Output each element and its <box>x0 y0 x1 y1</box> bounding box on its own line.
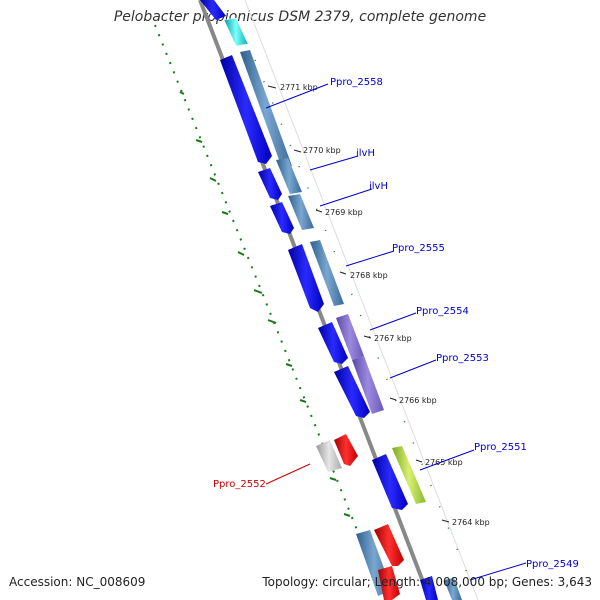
tick-label: 2770 kbp <box>303 146 341 155</box>
feature-steelblue <box>276 158 302 194</box>
tick-label: 2764 kbp <box>452 518 490 527</box>
gene-label-ppro-2552: Ppro_2552 <box>213 479 266 490</box>
label-leaders <box>265 83 527 581</box>
tick-label: 2765 kbp <box>425 458 463 467</box>
tick-ring <box>254 59 471 581</box>
gene-label-ppro-2554: Ppro_2554 <box>416 306 469 317</box>
tick-label: 2771 kbp <box>280 83 318 92</box>
outer-ring-edge <box>244 0 479 600</box>
cds-arrow-blue <box>420 576 438 600</box>
cds-arrow-red <box>378 566 400 600</box>
cds-arrow-blue <box>334 366 370 418</box>
feature-cyan <box>223 17 249 47</box>
cds-arrow-red <box>334 434 358 466</box>
feature-steelblue <box>240 50 292 168</box>
feature-steelblue <box>288 194 314 230</box>
gene-label-ppro-2549: Ppro_2549 <box>526 559 579 570</box>
gene-label-ilvh: ilvH <box>356 148 375 159</box>
cds-arrow-blue <box>258 168 282 200</box>
cds-arrow-blue <box>200 0 226 20</box>
cds-arrow-blue <box>318 322 348 364</box>
cds-arrow-blue <box>288 244 324 312</box>
cds-features <box>200 0 438 600</box>
gene-label-ppro-2558: Ppro_2558 <box>330 77 383 88</box>
gene-label-ppro-2555: Ppro_2555 <box>392 243 445 254</box>
gene-label-ilvh: ilvH <box>369 181 388 192</box>
tick-label: 2767 kbp <box>374 334 412 343</box>
tick-label: 2769 kbp <box>325 208 363 217</box>
feature-purple <box>352 356 384 414</box>
gene-label-ppro-2551: Ppro_2551 <box>474 442 527 453</box>
tick-label: 2768 kbp <box>350 271 388 280</box>
gene-labels: Ppro_2558 ilvH ilvH Ppro_2555 Ppro_2554 … <box>213 77 579 570</box>
feature-steelblue <box>310 240 344 306</box>
cds-arrow-blue <box>220 55 272 164</box>
tick-labels: 2771 kbp 2770 kbp 2769 kbp 2768 kbp 2767… <box>280 83 490 527</box>
cds-arrow-blue <box>372 454 408 510</box>
tick-label: 2766 kbp <box>399 396 437 405</box>
feature-purple <box>336 314 364 360</box>
tick-marks <box>267 85 450 523</box>
genome-summary-text: Topology: circular; Length: 4,008,000 bp… <box>262 575 592 589</box>
cds-arrow-red <box>374 524 404 566</box>
feature-lime <box>392 446 426 504</box>
gene-label-ppro-2553: Ppro_2553 <box>436 353 489 364</box>
cds-arrow-blue <box>270 202 294 234</box>
feature-grey <box>316 440 342 472</box>
feature-steelblue <box>444 578 462 600</box>
accession-text: Accession: NC_008609 <box>9 575 146 589</box>
